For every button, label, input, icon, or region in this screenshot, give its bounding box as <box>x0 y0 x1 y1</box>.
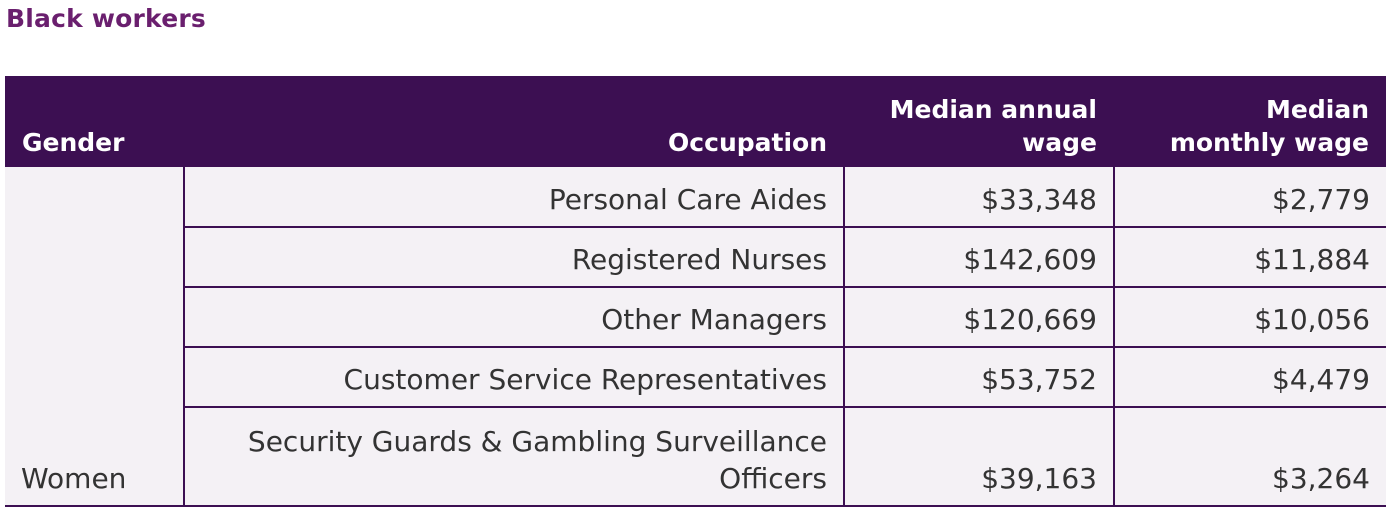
annual-wage-cell: $120,669 <box>843 286 1115 347</box>
table-row: Other Managers $120,669 $10,056 <box>5 286 1386 347</box>
occupation-cell: Security Guards & Gambling Surveillance O… <box>183 406 845 505</box>
table-row: Women Personal Care Aides $33,348 $2,779 <box>5 167 1386 505</box>
header-median-annual-wage: Median annual wage <box>844 76 1114 167</box>
annual-wage-cell: $39,163 <box>843 406 1115 505</box>
annual-wage-cell: $53,752 <box>843 346 1115 407</box>
header-monthly-line2: monthly wage <box>1169 128 1369 157</box>
annual-wage-cell: $33,348 <box>843 167 1115 227</box>
wages-table: Gender Occupation Median annual wage Medi… <box>5 76 1386 505</box>
header-annual-line2: wage <box>1022 128 1097 157</box>
header-annual-line1: Median annual <box>889 95 1097 124</box>
table-body: Women Personal Care Aides $33,348 $2,779… <box>5 167 1386 505</box>
monthly-wage-cell: $3,264 <box>1113 406 1386 505</box>
monthly-wage-cell: $11,884 <box>1113 226 1386 287</box>
header-gender: Gender <box>5 76 184 167</box>
table-row: Customer Service Representatives $53,752… <box>5 346 1386 407</box>
header-median-monthly-wage: Median monthly wage <box>1114 76 1386 167</box>
occupation-line2: Officers <box>719 462 827 495</box>
occupation-cell: Customer Service Representatives <box>183 346 845 407</box>
occupation-cell: Other Managers <box>183 286 845 347</box>
header-monthly-line1: Median <box>1266 95 1369 124</box>
occupation-cell: Registered Nurses <box>183 226 845 287</box>
table-row: Registered Nurses $142,609 $11,884 <box>5 226 1386 287</box>
gender-cell: Women <box>5 167 185 505</box>
table-row: Security Guards & Gambling Surveillance O… <box>5 406 1386 505</box>
header-occupation: Occupation <box>184 76 844 167</box>
monthly-wage-cell: $4,479 <box>1113 346 1386 407</box>
occupation-cell: Personal Care Aides <box>183 167 845 227</box>
monthly-wage-cell: $2,779 <box>1113 167 1386 227</box>
table-header: Gender Occupation Median annual wage Medi… <box>5 76 1386 167</box>
section-title: Black workers <box>6 4 206 33</box>
table-bottom-border <box>5 505 1386 507</box>
occupation-line1: Security Guards & Gambling Surveillance <box>247 425 827 458</box>
monthly-wage-cell: $10,056 <box>1113 286 1386 347</box>
annual-wage-cell: $142,609 <box>843 226 1115 287</box>
header-row: Gender Occupation Median annual wage Medi… <box>5 76 1386 167</box>
